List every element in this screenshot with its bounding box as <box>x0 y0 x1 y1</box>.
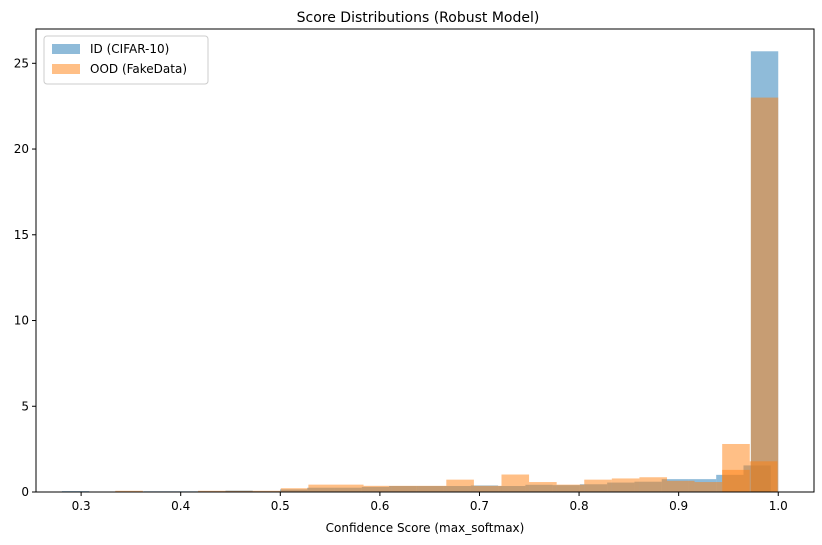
legend-label-0: ID (CIFAR-10) <box>90 42 169 56</box>
plot-frame <box>35 28 815 493</box>
bar-series1-bin12 <box>446 479 474 492</box>
x-tick-label: 0.6 <box>370 499 389 513</box>
x-tick-label: 0.4 <box>171 499 190 513</box>
bar-series1-bin10 <box>391 485 419 492</box>
bar-series1-bin24 <box>722 443 750 492</box>
y-tick-label: 0 <box>21 485 29 499</box>
x-tick-label: 0.5 <box>271 499 290 513</box>
bar-series1-bin19 <box>639 477 668 492</box>
bar-series1-bin20 <box>667 480 695 492</box>
legend-swatch-1 <box>52 64 80 74</box>
legend-frame <box>43 35 209 85</box>
bar-series1-bin3 <box>198 490 226 492</box>
bar-series1-bin5 <box>253 490 281 492</box>
bar-series1-bin18 <box>611 478 640 492</box>
x-tick-label: 0.7 <box>470 499 489 513</box>
x-axis-label: Confidence Score (max_softmax) <box>326 521 525 535</box>
bar-series1-bin21 <box>694 482 723 492</box>
y-tick-label: 5 <box>21 399 29 413</box>
y-axis-ticks: 0 5 10 15 20 25 <box>14 56 36 499</box>
x-tick-label: 0.9 <box>669 499 688 513</box>
bar-series1-bin7 <box>308 484 336 492</box>
bar-series1-bin17 <box>584 479 612 492</box>
bar-series1-bin6 <box>280 488 309 492</box>
bar-series1-bin14 <box>501 474 530 492</box>
chart-title: Score Distributions (Robust Model) <box>297 10 540 26</box>
x-tick-label: 0.8 <box>570 499 589 513</box>
bar-series1-bin15 <box>529 482 557 492</box>
y-tick-label: 10 <box>14 314 29 328</box>
legend-swatch-0 <box>52 44 80 54</box>
x-axis-ticks: 0.3 0.4 0.5 0.6 0.7 0.8 0.9 1.0 <box>72 492 788 513</box>
bars-group <box>61 51 779 492</box>
bar-series1-bin8 <box>335 484 364 492</box>
x-tick-label: 0.3 <box>72 499 91 513</box>
bar-series1-bin0 <box>115 490 143 492</box>
bar-series1-bin9 <box>363 485 392 492</box>
bar-series1-bin25 <box>750 97 779 492</box>
y-tick-label: 15 <box>14 228 29 242</box>
legend-label-1: OOD (FakeData) <box>90 62 187 76</box>
bar-series1-bin16 <box>556 484 585 492</box>
bar-series1-bin11 <box>418 485 447 492</box>
x-tick-label: 1.0 <box>769 499 788 513</box>
y-tick-label: 20 <box>14 142 29 156</box>
legend: ID (CIFAR-10) OOD (FakeData) <box>43 35 209 85</box>
y-tick-label: 25 <box>14 56 29 70</box>
bar-series1-bin13 <box>473 485 502 492</box>
bar-series1-bin4 <box>225 490 254 492</box>
